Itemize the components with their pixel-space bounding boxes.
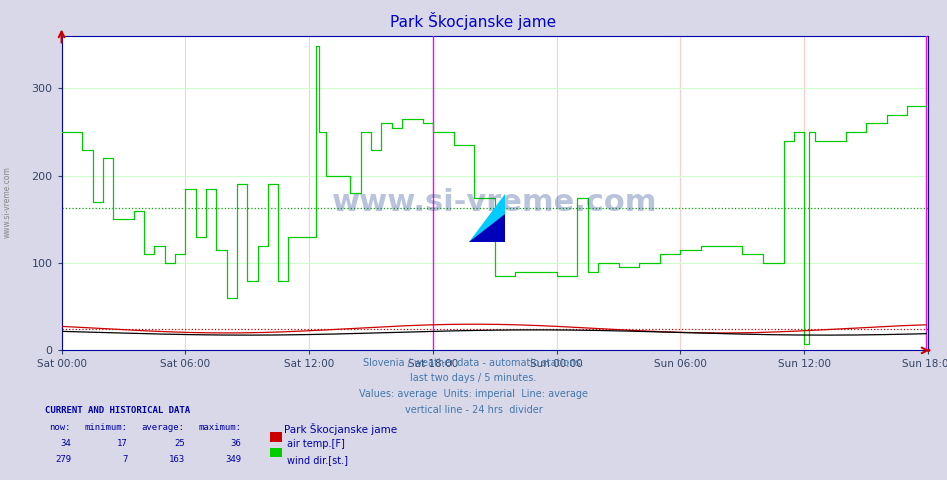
Text: 349: 349	[225, 455, 241, 464]
Text: wind dir.[st.]: wind dir.[st.]	[287, 455, 348, 465]
Text: 25: 25	[174, 439, 185, 448]
Text: 36: 36	[231, 439, 241, 448]
Text: last two days / 5 minutes.: last two days / 5 minutes.	[410, 373, 537, 384]
Text: Park Škocjanske jame: Park Škocjanske jame	[390, 12, 557, 30]
Text: 279: 279	[55, 455, 71, 464]
Polygon shape	[469, 214, 505, 242]
Text: average:: average:	[142, 423, 185, 432]
Text: www.si-vreme.com: www.si-vreme.com	[3, 166, 12, 238]
Text: Park Škocjanske jame: Park Škocjanske jame	[284, 423, 397, 435]
Text: 17: 17	[117, 439, 128, 448]
Text: 34: 34	[61, 439, 71, 448]
Text: Slovenia / weather data - automatic stations.: Slovenia / weather data - automatic stat…	[364, 358, 583, 368]
Text: CURRENT AND HISTORICAL DATA: CURRENT AND HISTORICAL DATA	[45, 406, 190, 415]
Text: air temp.[F]: air temp.[F]	[287, 439, 345, 449]
Text: www.si-vreme.com: www.si-vreme.com	[332, 188, 657, 217]
Text: maximum:: maximum:	[199, 423, 241, 432]
Text: 163: 163	[169, 455, 185, 464]
Text: vertical line - 24 hrs  divider: vertical line - 24 hrs divider	[404, 405, 543, 415]
Text: minimum:: minimum:	[85, 423, 128, 432]
Text: now:: now:	[49, 423, 71, 432]
Text: Values: average  Units: imperial  Line: average: Values: average Units: imperial Line: av…	[359, 389, 588, 399]
Text: 7: 7	[122, 455, 128, 464]
Polygon shape	[469, 194, 505, 242]
